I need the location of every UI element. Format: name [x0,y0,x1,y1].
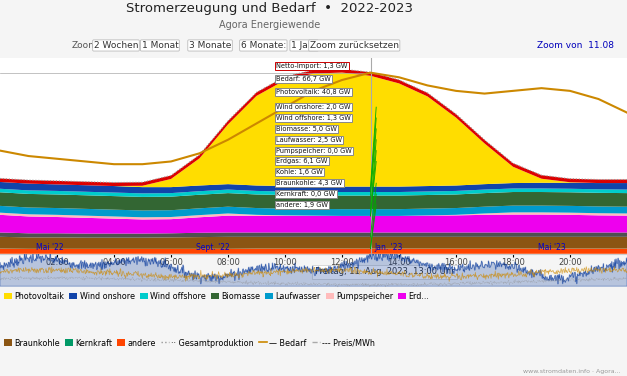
Text: Mai '23: Mai '23 [538,243,566,252]
Text: Braunkohle: 4,3 GW: Braunkohle: 4,3 GW [277,180,343,186]
Text: Biomasse: 5,0 GW: Biomasse: 5,0 GW [277,126,337,132]
Text: Mai '22: Mai '22 [36,243,64,252]
Text: 2 Wochen: 2 Wochen [94,41,138,50]
Text: Bedarf: 66,7 GW: Bedarf: 66,7 GW [277,76,331,82]
Text: Agora Energiewende: Agora Energiewende [219,20,320,30]
Text: 1 Jahr: 1 Jahr [291,41,317,50]
Text: 6 Monate:: 6 Monate: [241,41,286,50]
Text: Erdgas: 6,1 GW: Erdgas: 6,1 GW [277,158,328,164]
Text: Photovoltaik: 40,8 GW: Photovoltaik: 40,8 GW [277,89,351,95]
Text: Kernkraft: 0,0 GW: Kernkraft: 0,0 GW [277,191,335,197]
Text: www.stromdaten.info · Agora...: www.stromdaten.info · Agora... [523,369,621,374]
Text: Freitag, 11. Aug. 2023, 13:00 Uhr: Freitag, 11. Aug. 2023, 13:00 Uhr [315,267,455,276]
Text: Laufwasser: 2,5 GW: Laufwasser: 2,5 GW [277,137,342,143]
Text: 3 Monate: 3 Monate [189,41,231,50]
Text: Jan. '23: Jan. '23 [374,243,403,252]
Text: Pumpspeicher: 0,0 GW: Pumpspeicher: 0,0 GW [277,148,352,154]
Text: Wind onshore: 2,0 GW: Wind onshore: 2,0 GW [277,104,351,110]
Text: Zoom: Zoom [72,41,98,50]
Text: Wind offshore: 1,3 GW: Wind offshore: 1,3 GW [277,115,351,121]
Text: 1 Monat: 1 Monat [142,41,178,50]
Text: andere: 1,9 GW: andere: 1,9 GW [277,202,329,208]
Text: Kohle: 1,6 GW: Kohle: 1,6 GW [277,169,323,175]
Text: Sept. '22: Sept. '22 [196,243,230,252]
Text: Zoom von  11.08: Zoom von 11.08 [537,41,614,50]
Text: Zoom zurücksetzen: Zoom zurücksetzen [310,41,399,50]
Legend: Braunkohle, Kernkraft, andere, ·· Gesamtproduktion, — Bedarf, --- Preis/MWh: Braunkohle, Kernkraft, andere, ·· Gesamt… [4,338,375,347]
Text: Netto-Import: 1,3 GW: Netto-Import: 1,3 GW [277,64,348,70]
Text: Stromerzeugung und Bedarf  •  2022-2023: Stromerzeugung und Bedarf • 2022-2023 [126,2,413,15]
